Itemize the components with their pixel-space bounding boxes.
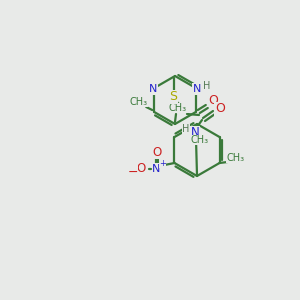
Text: O: O (153, 146, 162, 158)
Text: CH₃: CH₃ (191, 135, 209, 145)
Text: N: N (152, 164, 161, 174)
Text: O: O (137, 163, 146, 176)
Text: CH₃: CH₃ (169, 103, 187, 113)
Text: H: H (203, 81, 211, 91)
Text: S: S (169, 91, 177, 103)
Text: O: O (215, 103, 225, 116)
Text: CH₃: CH₃ (129, 97, 147, 107)
Text: N: N (193, 84, 201, 94)
Text: O: O (208, 94, 218, 106)
Text: H: H (182, 124, 190, 134)
Text: CH₃: CH₃ (226, 153, 244, 163)
Text: N: N (190, 127, 200, 140)
Text: N: N (149, 84, 158, 94)
Text: −: − (127, 166, 138, 178)
Text: +: + (159, 158, 166, 167)
